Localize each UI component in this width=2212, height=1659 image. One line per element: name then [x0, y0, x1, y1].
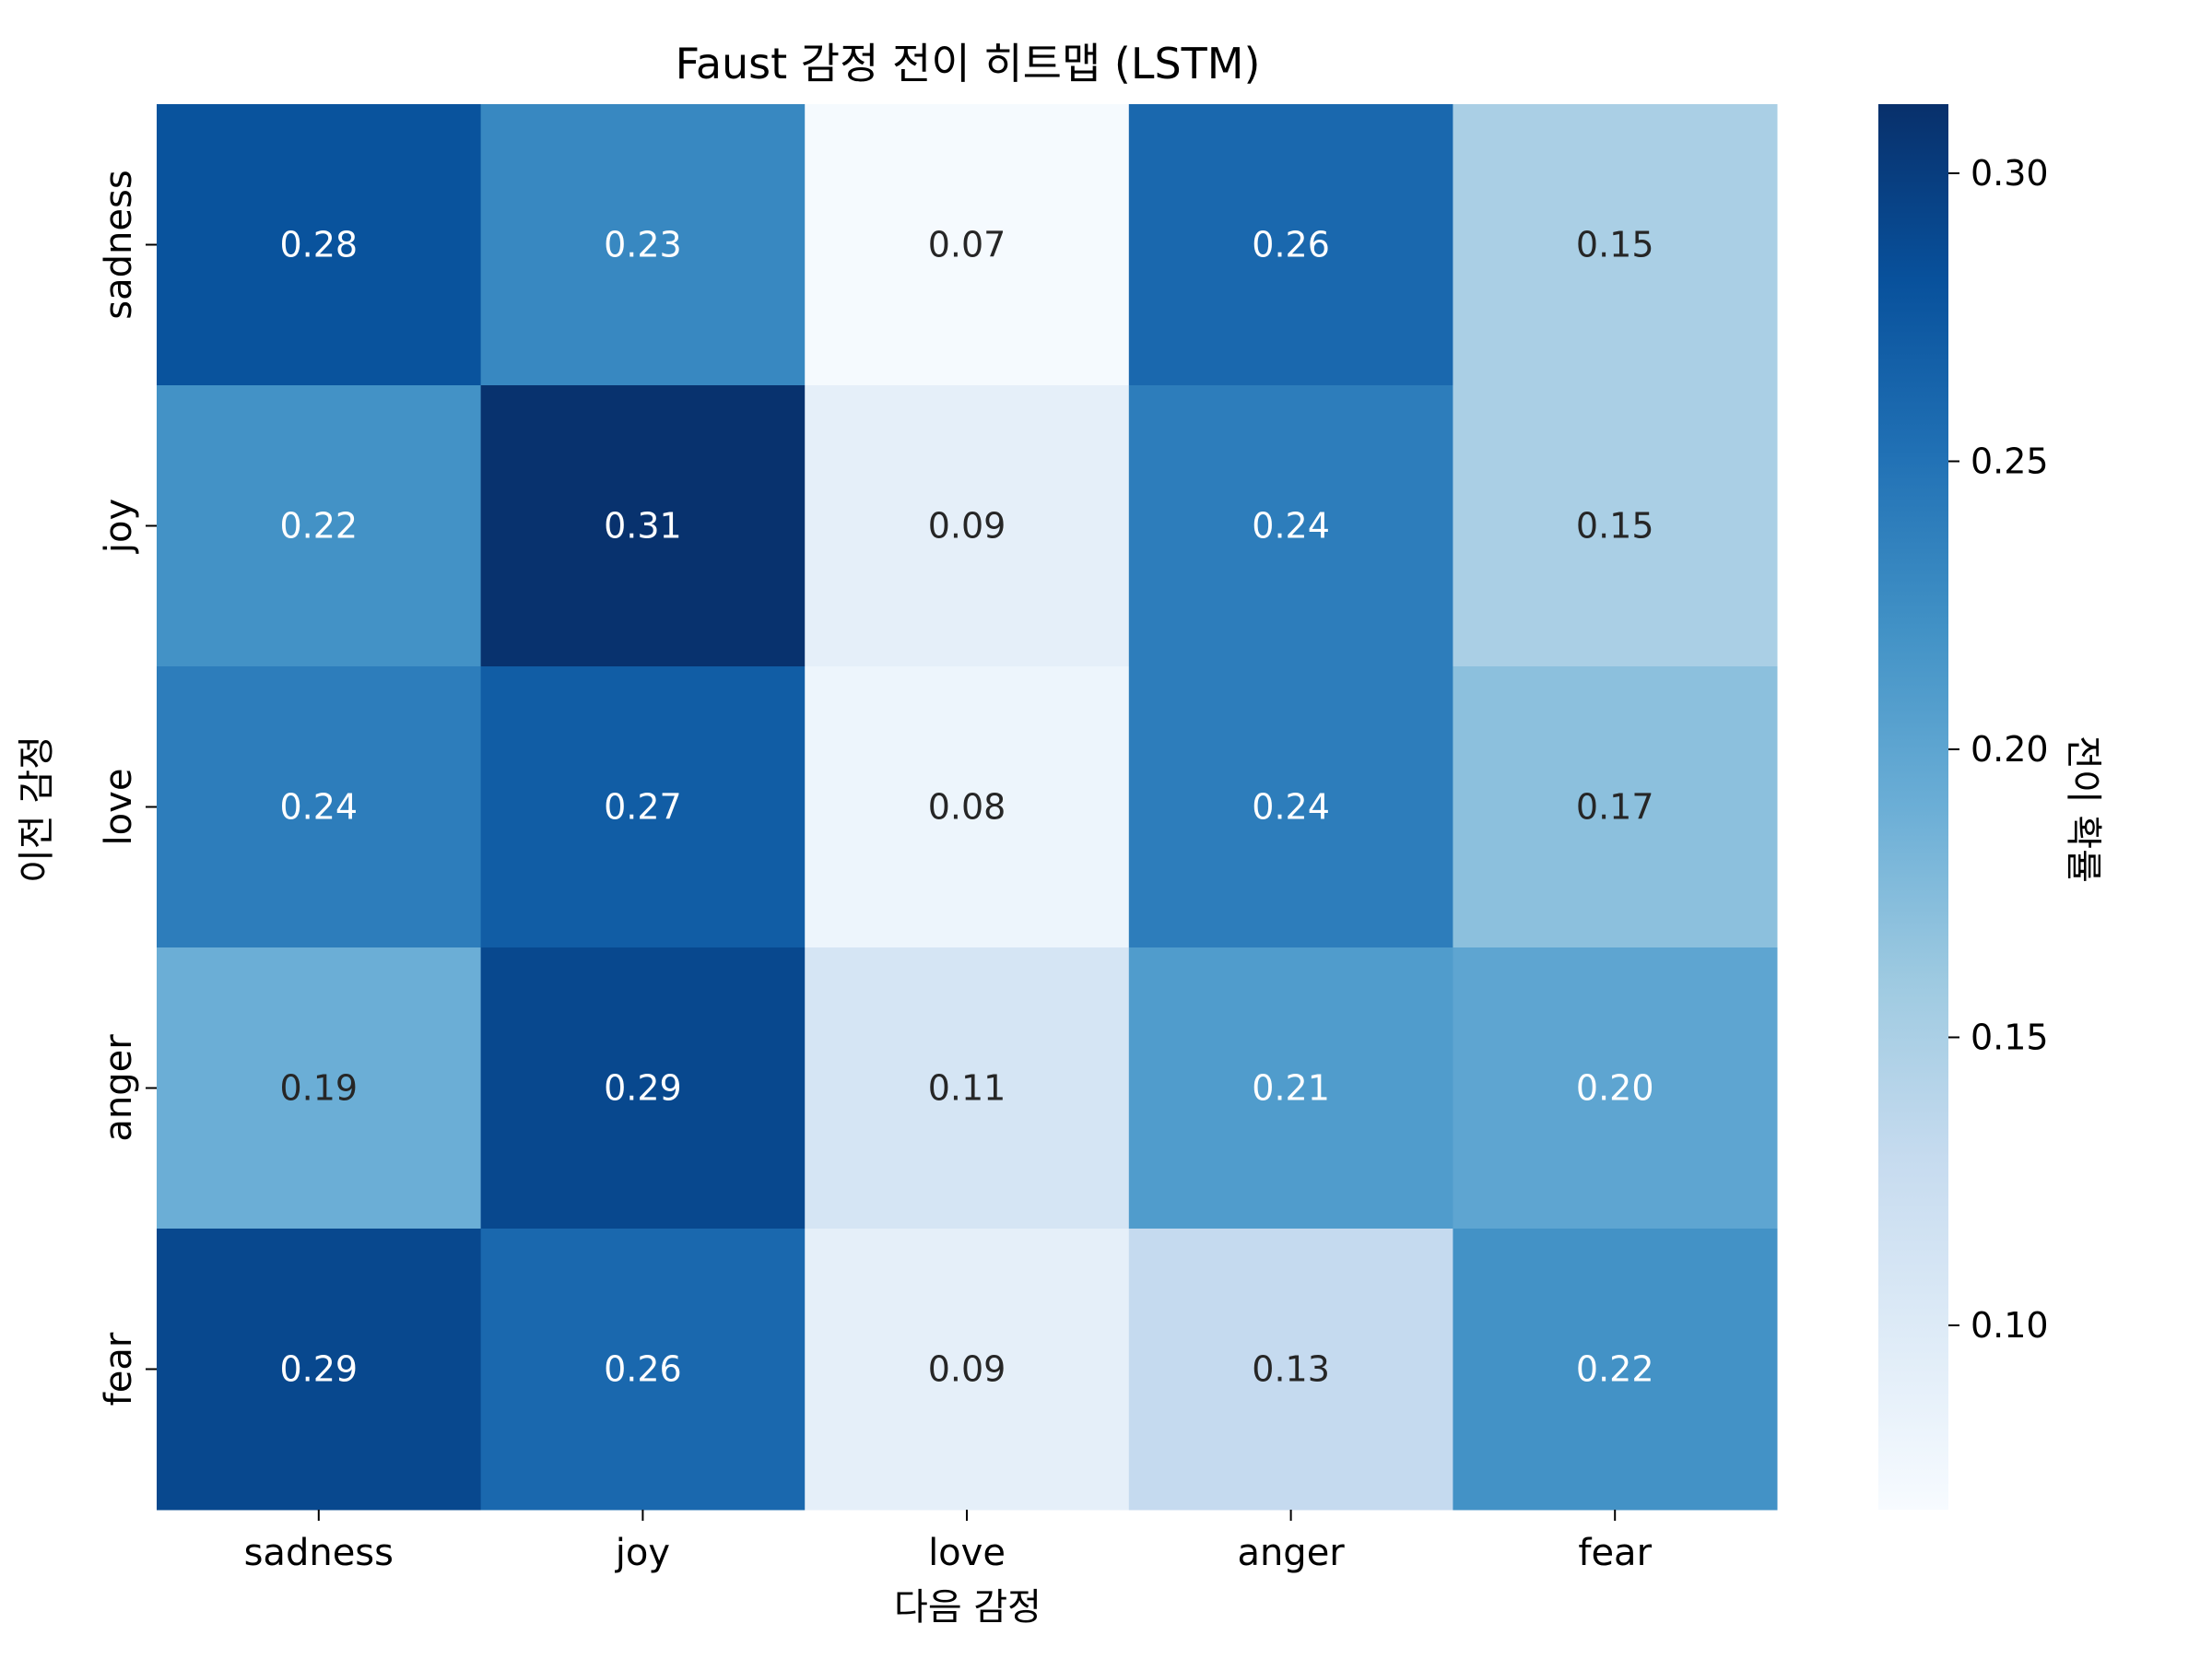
cell-value-label: 0.28	[279, 225, 358, 265]
y-tick-label: anger	[98, 1034, 140, 1142]
cell-value-label: 0.21	[1252, 1068, 1330, 1109]
colorbar-tick-label: 0.10	[1971, 1305, 2049, 1346]
cell-value-label: 0.26	[1252, 225, 1330, 265]
heatmap-cell	[805, 947, 1130, 1230]
cell-value-label: 0.31	[604, 506, 682, 547]
y-tick-label: sadness	[98, 170, 140, 319]
colorbar-tick-label: 0.15	[1971, 1018, 2049, 1058]
heatmap-cell	[157, 104, 482, 386]
heatmap-cell	[1128, 1229, 1453, 1511]
cell-value-label: 0.24	[279, 787, 358, 828]
colorbar-ticks: 0.10 0.15 0.20 0.25 0.30	[1948, 153, 2049, 1346]
heatmap-cell	[157, 666, 482, 948]
heatmap-cell	[157, 385, 482, 667]
y-tick-label: fear	[98, 1332, 140, 1406]
heatmap-cell	[480, 1229, 806, 1511]
heatmap-cell	[1453, 385, 1778, 667]
cell-value-label: 0.22	[1576, 1349, 1654, 1390]
cell-value-label: 0.23	[604, 225, 682, 265]
cell-value-label: 0.27	[604, 787, 682, 828]
cell-value-label: 0.15	[1576, 506, 1654, 547]
heatmap-cell	[1453, 666, 1778, 948]
y-axis-ticks: sadness joy love anger fear	[98, 170, 157, 1406]
heatmap-cell	[157, 947, 482, 1230]
heatmap-cell	[157, 1229, 482, 1511]
colorbar-tick-label: 0.25	[1971, 441, 2049, 482]
y-tick-label: joy	[98, 499, 140, 554]
y-axis-label: 이전 감정	[16, 735, 58, 883]
heatmap-cell	[1128, 104, 1453, 386]
heatmap-cell	[1128, 947, 1453, 1230]
cell-value-label: 0.29	[604, 1068, 682, 1109]
heatmap-cell	[480, 947, 806, 1230]
heatmap-cells: 0.28 0.23 0.07 0.26 0.15 0.22 0.31 0.09 0.24 0.15…	[157, 104, 1778, 1511]
colorbar-tick-label: 0.20	[1971, 729, 2049, 770]
cell-value-label: 0.26	[604, 1349, 682, 1390]
cell-value-label: 0.19	[279, 1068, 358, 1109]
cell-value-label: 0.24	[1252, 506, 1330, 547]
x-tick-label: joy	[615, 1532, 670, 1574]
heatmap-cell	[1453, 1229, 1778, 1511]
heatmap-cell	[480, 385, 806, 667]
x-axis-label: 다음 감정	[894, 1586, 1041, 1629]
cell-value-label: 0.17	[1576, 787, 1654, 828]
cell-value-label: 0.22	[279, 506, 358, 547]
heatmap-cell	[480, 666, 806, 948]
x-axis-ticks: sadness joy love anger fear	[244, 1510, 1653, 1574]
cell-value-label: 0.29	[279, 1349, 358, 1390]
x-tick-label: sadness	[244, 1532, 394, 1574]
cell-value-label: 0.08	[928, 787, 1006, 828]
cell-value-label: 0.07	[928, 225, 1006, 265]
x-tick-label: fear	[1578, 1532, 1652, 1574]
cell-value-label: 0.24	[1252, 787, 1330, 828]
heatmap-cell	[1128, 385, 1453, 667]
heatmap-cell	[1453, 104, 1778, 386]
colorbar	[1878, 104, 1948, 1510]
heatmap-cell	[805, 385, 1130, 667]
heatmap-cell	[805, 666, 1130, 948]
x-tick-label: love	[928, 1532, 1006, 1574]
cell-value-label: 0.15	[1576, 225, 1654, 265]
colorbar-label: 전이 확률	[2062, 735, 2104, 883]
cell-value-label: 0.13	[1252, 1349, 1330, 1390]
cell-value-label: 0.11	[928, 1068, 1006, 1109]
heatmap-cell	[480, 104, 806, 386]
x-tick-label: anger	[1237, 1532, 1345, 1574]
heatmap-cell	[1128, 666, 1453, 948]
y-tick-label: love	[98, 769, 140, 846]
heatmap-cell	[1453, 947, 1778, 1230]
colorbar-tick-label: 0.30	[1971, 153, 2049, 194]
cell-value-label: 0.20	[1576, 1068, 1654, 1109]
cell-value-label: 0.09	[928, 1349, 1006, 1390]
cell-value-label: 0.09	[928, 506, 1006, 547]
heatmap-cell	[805, 1229, 1130, 1511]
heatmap-cell	[805, 104, 1130, 386]
chart-title: Faust 감정 전이 히트맵 (LSTM)	[676, 39, 1261, 88]
